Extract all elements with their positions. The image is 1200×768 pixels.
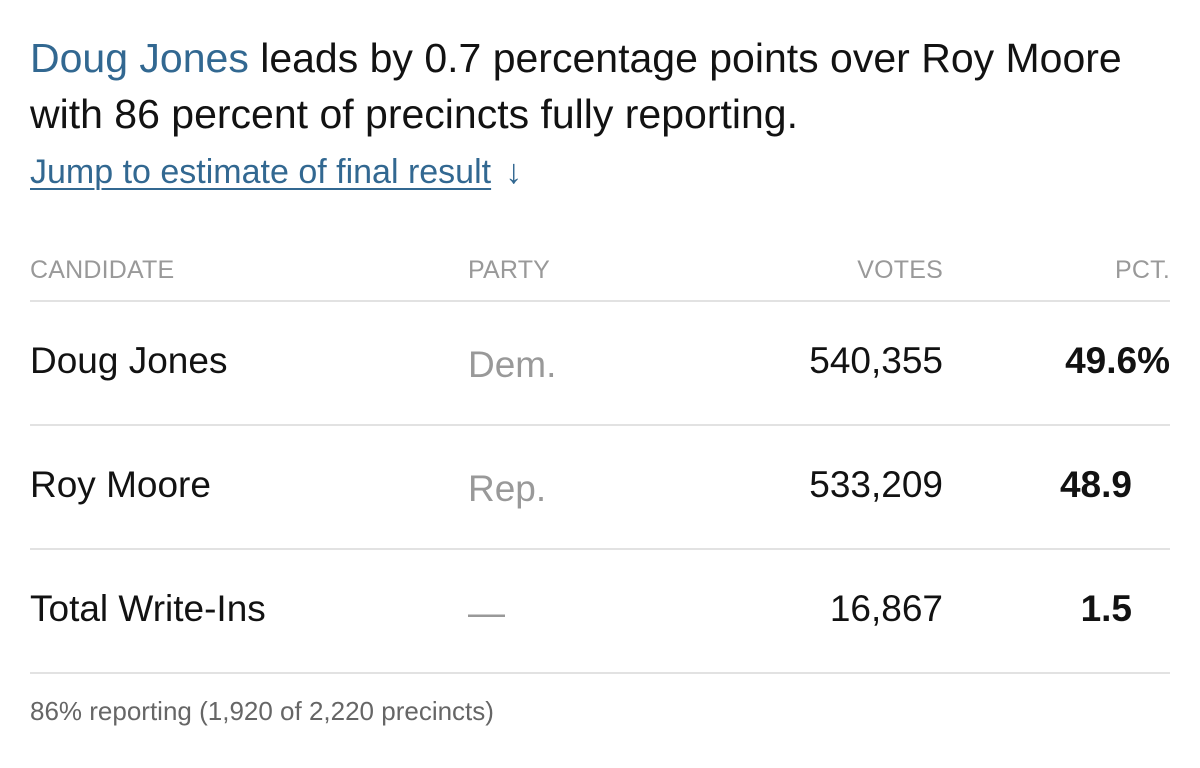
candidate-votes: 540,355: [809, 340, 943, 381]
table-row: Doug Jones Dem. 540,355 49.6%: [30, 302, 1170, 426]
headline: Doug Jones leads by 0.7 percentage point…: [30, 30, 1170, 142]
candidate-name: Total Write-Ins: [30, 588, 266, 629]
results-table: CANDIDATE PARTY VOTES PCT. Doug Jones De…: [30, 240, 1170, 674]
column-header-party: PARTY: [468, 256, 551, 284]
arrow-down-icon: ↓: [505, 153, 523, 191]
table-row: Total Write-Ins — 16,867 1.5: [30, 550, 1170, 674]
candidate-name: Doug Jones: [30, 340, 228, 381]
candidate-name: Roy Moore: [30, 464, 211, 505]
table-row: Roy Moore Rep. 533,209 48.9: [30, 426, 1170, 550]
reporting-footnote: 86% reporting (1,920 of 2,220 precincts): [30, 696, 494, 726]
candidate-pct: 1.5: [1080, 588, 1132, 629]
candidate-votes: 16,867: [829, 588, 943, 629]
candidate-pct: 49.6%: [1065, 340, 1170, 381]
table-header: CANDIDATE PARTY VOTES PCT.: [30, 240, 1170, 302]
candidate-party: —: [468, 592, 505, 633]
headline-text: leads by 0.7 percentage points over Roy …: [30, 35, 1122, 137]
candidate-votes: 533,209: [809, 464, 943, 505]
column-header-candidate: CANDIDATE: [30, 256, 175, 284]
column-header-votes: VOTES: [857, 256, 943, 284]
candidate-party: Rep.: [468, 468, 547, 509]
candidate-party: Dem.: [468, 344, 557, 385]
candidate-pct: 48.9: [1059, 464, 1132, 505]
jump-to-estimate-link[interactable]: Jump to estimate of final result ↓: [30, 148, 522, 196]
jump-link-label: Jump to estimate of final result: [30, 153, 492, 191]
leading-candidate-link[interactable]: Doug Jones: [30, 35, 249, 81]
column-header-pct: PCT.: [1115, 256, 1170, 284]
